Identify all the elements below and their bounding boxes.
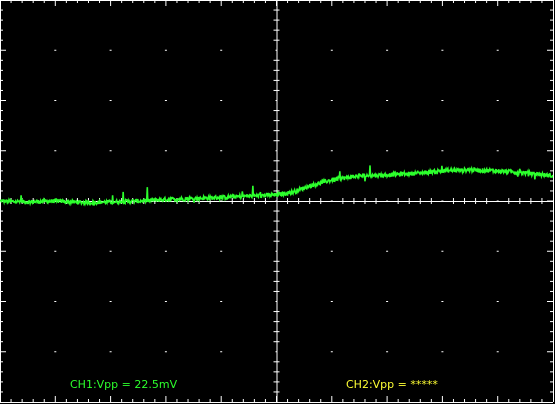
ch1-vpp-readout: CH1:Vpp = 22.5mV (70, 378, 178, 391)
ch1-trace-group (0, 165, 554, 207)
ch1-trace (0, 165, 554, 207)
ch2-vpp-readout: CH2:Vpp = ***** (346, 378, 438, 391)
